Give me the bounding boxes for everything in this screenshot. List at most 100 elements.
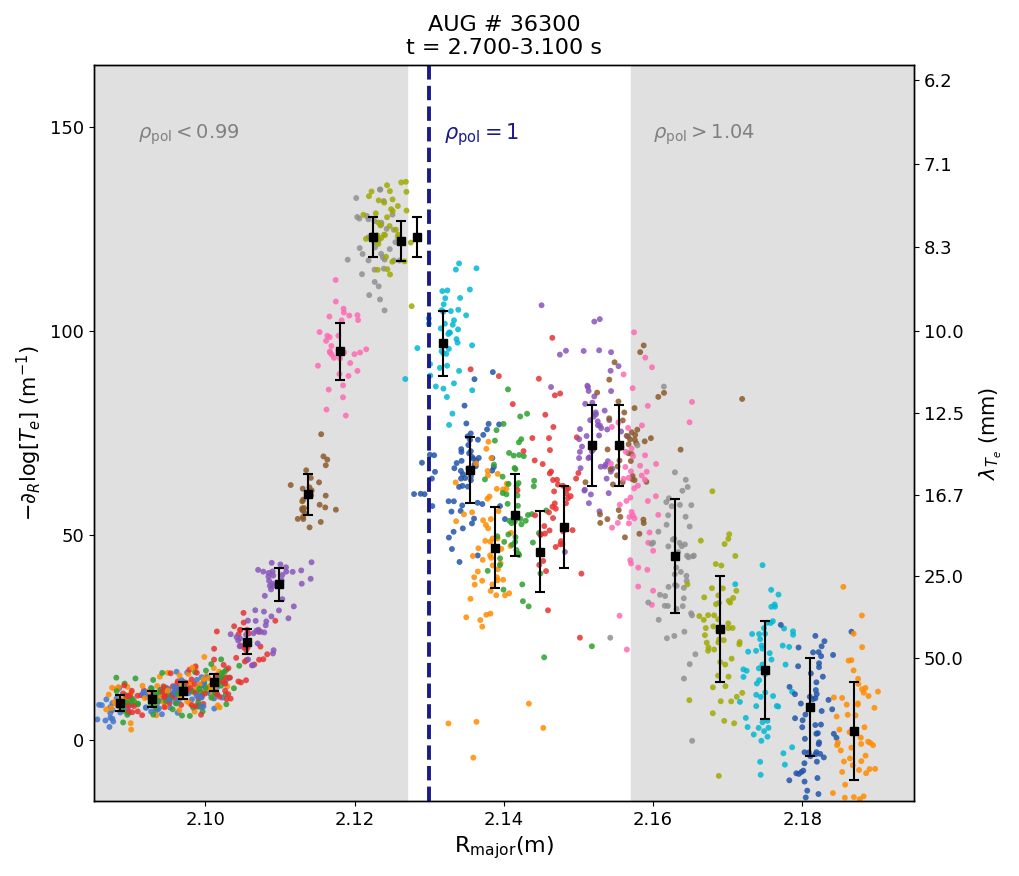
Point	[850, 672, 866, 686]
Point	[572, 445, 588, 459]
Point	[218, 688, 234, 702]
Point	[808, 727, 824, 741]
Point	[571, 466, 587, 480]
Point	[170, 694, 186, 708]
Point	[813, 717, 829, 731]
Point	[267, 614, 283, 628]
Point	[232, 675, 249, 689]
Point	[650, 525, 666, 539]
Point	[244, 659, 260, 673]
Point	[791, 766, 807, 781]
Point	[422, 357, 438, 371]
Point	[209, 671, 225, 685]
Point	[319, 328, 335, 343]
Point	[206, 661, 222, 675]
Point	[262, 579, 278, 593]
Point	[465, 751, 481, 765]
Point	[860, 735, 876, 749]
Point	[811, 661, 827, 675]
Point	[152, 669, 168, 683]
Point	[361, 189, 377, 203]
Point	[417, 487, 433, 501]
Point	[554, 479, 571, 493]
Point	[620, 429, 636, 443]
Point	[201, 682, 217, 696]
Point	[228, 630, 245, 644]
Point	[679, 548, 695, 562]
Point	[787, 687, 803, 701]
Point	[303, 471, 319, 485]
Point	[294, 510, 311, 524]
Point	[469, 715, 485, 729]
Point	[624, 447, 640, 461]
Point	[470, 548, 486, 562]
Point	[461, 462, 477, 476]
Point	[183, 698, 200, 712]
Point	[169, 706, 185, 720]
Point	[101, 720, 117, 734]
Point	[371, 194, 387, 208]
Point	[118, 696, 135, 710]
Point	[853, 754, 869, 768]
Point	[764, 614, 781, 628]
Point	[218, 670, 234, 684]
Point	[615, 472, 632, 486]
Point	[196, 697, 212, 711]
Point	[452, 464, 469, 478]
Point	[668, 579, 685, 593]
Point	[490, 562, 506, 576]
Point	[463, 363, 479, 377]
Point	[848, 709, 864, 723]
Point	[378, 222, 394, 236]
Point	[696, 613, 712, 627]
Point	[212, 675, 228, 689]
Point	[726, 717, 742, 731]
Point	[181, 663, 198, 677]
Point	[537, 526, 553, 540]
Point	[312, 498, 328, 512]
Point	[808, 745, 824, 759]
Point	[236, 654, 253, 668]
Point	[161, 693, 177, 707]
Point	[592, 419, 608, 433]
Point	[640, 399, 656, 413]
Point	[611, 442, 628, 456]
Point	[536, 650, 552, 664]
Point	[350, 364, 366, 378]
Point	[675, 599, 691, 613]
Point	[446, 314, 463, 328]
Point	[211, 665, 227, 679]
Point	[656, 385, 673, 399]
Point	[389, 230, 406, 244]
Point	[117, 695, 133, 709]
Point	[156, 681, 172, 695]
Point	[602, 631, 619, 645]
Point	[169, 681, 185, 695]
Point	[588, 406, 604, 420]
Point	[170, 687, 186, 701]
Point	[610, 415, 627, 429]
Point	[464, 384, 480, 398]
Point	[712, 694, 729, 708]
Point	[196, 685, 212, 699]
Point	[793, 765, 809, 779]
Point	[113, 703, 129, 717]
Point	[379, 178, 395, 192]
Point	[762, 616, 779, 630]
Point	[124, 692, 141, 706]
Point	[437, 291, 453, 305]
Point	[168, 687, 184, 701]
Point	[206, 642, 222, 656]
Point	[361, 230, 377, 244]
Point	[384, 193, 400, 207]
Point	[531, 526, 547, 540]
Point	[808, 675, 824, 689]
Point	[187, 699, 204, 713]
Point	[404, 300, 420, 314]
Point	[478, 442, 494, 456]
Point	[396, 254, 413, 268]
Point	[153, 688, 169, 702]
Point	[504, 538, 521, 552]
Point	[335, 391, 352, 405]
Point	[738, 711, 754, 725]
